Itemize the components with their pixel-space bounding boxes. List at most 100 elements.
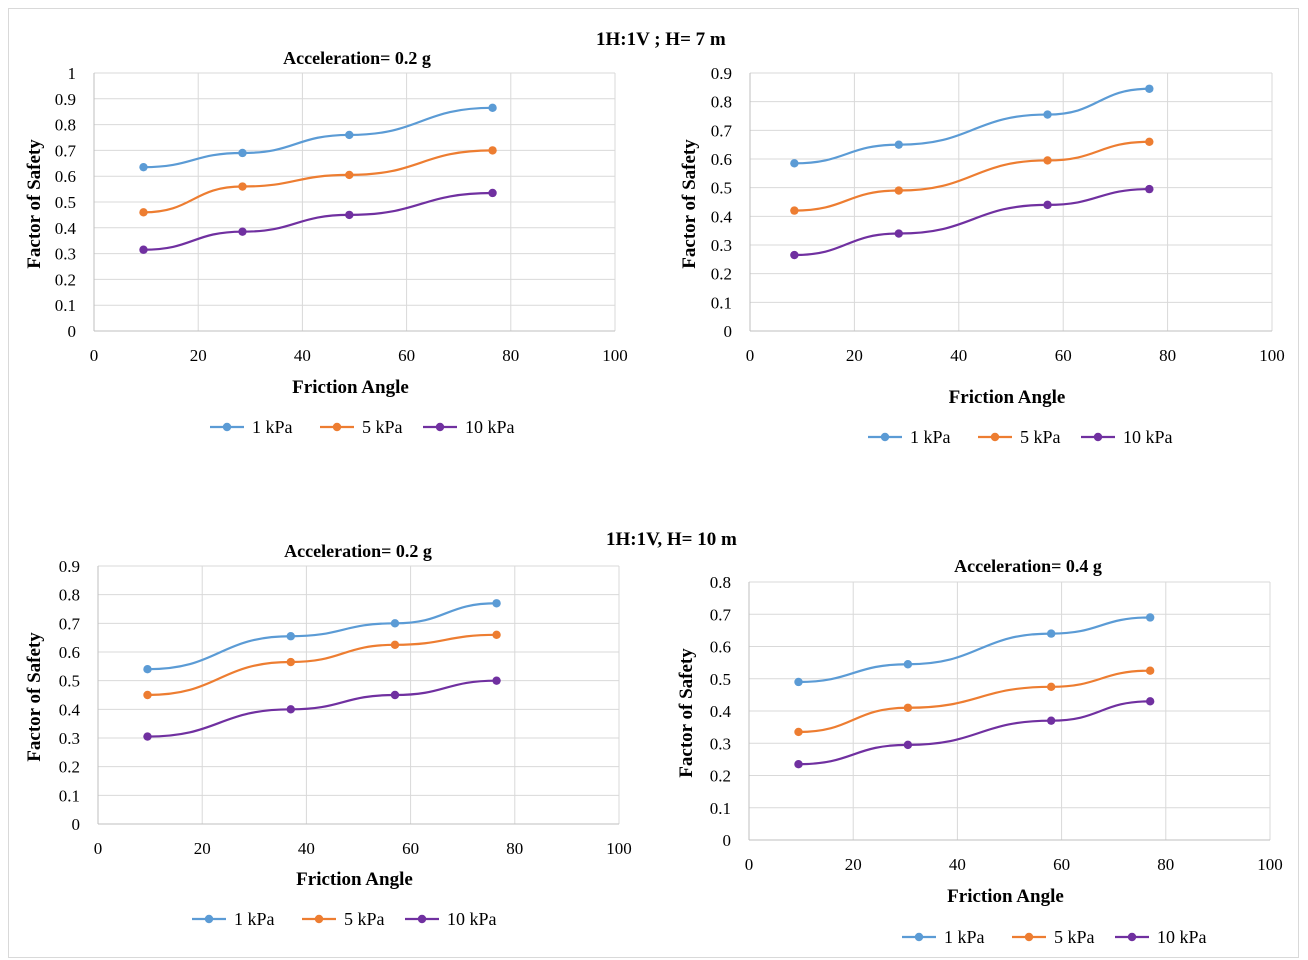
data-point [794,677,803,687]
data-point [286,657,295,667]
data-point [390,640,400,650]
y-axis-title: Factor of Safety [679,139,700,269]
data-point [139,245,148,254]
data-point [238,227,247,236]
series-line [794,188,1150,257]
x-tick-label: 100 [1257,855,1283,874]
y-tick-label: 0.4 [59,700,81,719]
legend-swatch-marker [204,914,214,924]
x-tick-label: 60 [402,839,419,858]
data-point [1145,697,1155,706]
y-tick-label: 0.2 [710,767,731,786]
data-point [1043,110,1052,119]
y-axis-title: Factor of Safety [24,139,45,269]
data-point [286,705,295,714]
y-tick-label: 0.3 [55,245,76,264]
legend-label: 1 kPa [910,427,951,447]
x-tick-label: 0 [745,855,754,874]
legend-swatch-marker [435,422,445,432]
chart-title: Acceleration= 0.2 g [283,48,431,68]
legend-label: 5 kPa [1020,427,1061,447]
y-tick-label: 0.6 [59,643,80,662]
y-tick-label: 0 [68,322,77,341]
x-tick-label: 100 [606,839,632,858]
y-tick-label: 0.7 [710,605,732,624]
x-tick-label: 20 [194,839,211,858]
y-tick-label: 0.3 [59,729,80,748]
series-line [794,140,1150,212]
x-tick-label: 80 [1157,855,1174,874]
y-tick-label: 0.7 [55,141,77,160]
legend-label: 5 kPa [1054,927,1095,947]
y-tick-label: 0.6 [55,167,76,186]
legend-label: 10 kPa [1123,427,1173,447]
series-line [798,616,1151,684]
legend-swatch-marker [880,432,890,442]
y-tick-label: 0.3 [711,236,732,255]
data-point [286,632,295,641]
y-tick-label: 0.9 [55,90,76,109]
data-point [488,146,497,155]
data-point [143,665,152,674]
legend-swatch-marker [417,914,427,924]
legend-label: 1 kPa [252,417,293,437]
legend-swatch-marker [914,932,924,942]
y-tick-label: 0.5 [55,193,76,212]
y-tick-label: 0.2 [59,758,80,777]
legend-label: 10 kPa [465,417,515,437]
y-tick-label: 0.3 [710,734,731,753]
x-tick-label: 80 [502,346,519,365]
data-point [1145,666,1155,675]
data-point [1145,137,1154,146]
data-point [1145,613,1155,622]
data-point [1043,156,1052,165]
series-line [143,106,493,169]
y-tick-label: 0.4 [710,702,732,721]
data-point [790,250,799,260]
x-tick-label: 60 [398,346,415,365]
series-line [147,633,497,697]
y-tick-label: 0.4 [711,207,733,226]
legend-label: 1 kPa [234,909,275,929]
legend-swatch-marker [1024,932,1034,942]
y-tick-label: 0.8 [710,573,731,592]
y-tick-label: 0.1 [59,786,80,805]
data-point [903,740,913,750]
data-point [1046,716,1056,725]
y-tick-label: 0.9 [711,64,732,83]
x-tick-label: 20 [846,346,863,365]
x-tick-label: 60 [1055,346,1072,365]
section-title-top: 1H:1V ; H= 7 m [596,29,726,50]
x-tick-label: 100 [1259,346,1285,365]
data-point [345,210,354,220]
y-tick-label: 0.5 [710,670,731,689]
legend-swatch-marker [1127,932,1137,942]
y-tick-label: 0.8 [711,93,732,112]
x-tick-label: 0 [94,839,103,858]
x-axis-title: Friction Angle [949,387,1066,408]
series-line [147,679,497,738]
x-axis-title: Friction Angle [947,886,1064,907]
y-axis-title: Factor of Safety [676,648,697,778]
series-line [147,602,497,671]
section-title-bottom: 1H:1V, H= 10 m [606,529,737,550]
data-point [790,159,799,168]
y-tick-label: 0.4 [55,219,77,238]
series-line [794,87,1150,165]
y-tick-label: 0.2 [55,270,76,289]
x-tick-label: 40 [950,346,967,365]
x-tick-label: 40 [294,346,311,365]
legend-swatch-marker [314,914,324,924]
series-line [798,700,1151,766]
data-point [238,148,247,158]
data-point [794,760,803,769]
data-point [1145,84,1154,93]
y-tick-label: 0.7 [711,121,733,140]
y-tick-label: 0.5 [711,179,732,198]
legend-swatch-marker [990,432,1000,442]
data-point [1043,200,1052,210]
data-point [790,206,799,215]
legend-swatch-marker [1093,432,1103,442]
y-tick-label: 0.1 [55,296,76,315]
y-tick-label: 0 [724,322,733,341]
